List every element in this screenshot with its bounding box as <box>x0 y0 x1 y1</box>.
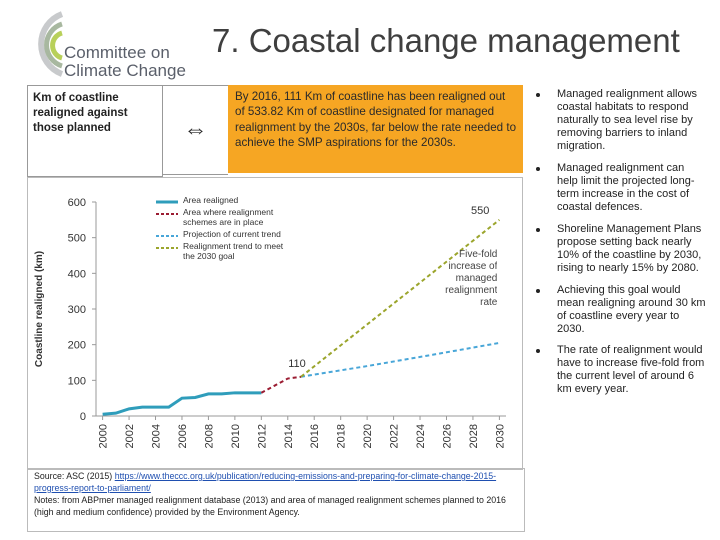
legend-swatch <box>156 200 178 204</box>
y-tick-label: 400 <box>68 268 86 280</box>
y-tick-label: 300 <box>68 304 86 316</box>
bullet-text: Shoreline Management Plans propose setti… <box>557 222 702 274</box>
slide-title: 7. Coastal change management <box>212 22 680 59</box>
bullet-item: Achieving this goal would mean realignin… <box>534 284 706 336</box>
legend-label: Projection of current trend <box>183 229 281 240</box>
bullet-item: Shoreline Management Plans propose setti… <box>534 223 706 275</box>
bullet-list: Managed realignment allows coastal habit… <box>534 88 706 405</box>
logo-line: Climate Change <box>64 61 186 80</box>
series-line <box>260 375 302 394</box>
x-tick-label: 2008 <box>203 424 215 448</box>
x-tick-label: 2010 <box>230 424 242 448</box>
bullet-item: The rate of realignment would have to in… <box>534 344 706 396</box>
bullet-item: Managed realignment can help limit the p… <box>534 162 706 214</box>
legend-label: Area realigned <box>183 195 239 205</box>
x-tick-label: 2002 <box>124 424 136 448</box>
y-tick-label: 0 <box>80 411 86 423</box>
logo-mark <box>38 11 64 77</box>
y-tick-label: 600 <box>68 197 86 209</box>
x-tick-label: 2016 <box>309 424 321 448</box>
indicator-symbol: ⇔ <box>163 85 228 175</box>
x-tick-label: 2026 <box>441 424 453 448</box>
chart-container: 0 100 200 300 400 500 600 2000 2002 2004 2006 2008 2… <box>27 177 523 470</box>
legend-entry: Projection of current trend <box>156 229 296 240</box>
source-notes: Notes: from ABPmer managed realignment d… <box>34 494 506 517</box>
x-tick-label: 2014 <box>283 424 295 448</box>
x-tick-label: 2004 <box>151 424 163 448</box>
source-box: Source: ASC (2015) https://www.theccc.or… <box>27 468 525 532</box>
legend-swatch <box>156 247 178 250</box>
legend-entry: Realignment trend to meet the 2030 goal <box>156 242 296 261</box>
source-label: Source: ASC (2015) <box>34 471 113 481</box>
series-line <box>102 391 262 416</box>
y-tick-label: 100 <box>68 375 86 387</box>
bullet-dot <box>536 349 540 354</box>
annotation: 550 <box>471 205 489 217</box>
legend-entry: Area realigned <box>156 195 296 205</box>
bullet-dot <box>536 227 540 232</box>
legend: Area realigned Area where realignment sch… <box>156 195 296 264</box>
bullet-text: Managed realignment allows coastal habit… <box>557 88 698 152</box>
x-tick-label: 2022 <box>389 424 401 448</box>
legend-entry: Area where realignment schemes are in pl… <box>156 208 296 227</box>
x-tick-label: 2024 <box>415 424 427 448</box>
x-tick-label: 2006 <box>177 424 189 448</box>
y-tick-label: 200 <box>68 340 86 352</box>
x-tick-label: 2030 <box>494 424 506 448</box>
bullet-dot <box>536 288 540 293</box>
y-tick-label: 500 <box>68 233 86 245</box>
indicator-label: Km of coastline realigned against those … <box>27 85 163 177</box>
logo-text: Committee on Climate Change <box>64 44 186 80</box>
bullet-item: Managed realignment allows coastal habit… <box>534 88 706 153</box>
annotation: Five-fold increase of managed realignmen… <box>445 249 498 309</box>
x-tick-label: 2018 <box>336 424 348 448</box>
legend-swatch <box>156 235 178 238</box>
annotation: 110 <box>288 358 306 370</box>
y-axis-label: Coastline realigned (km) <box>34 251 45 367</box>
source-link[interactable]: https://www.theccc.org.uk/publication/re… <box>34 471 497 493</box>
bullet-text: Managed realignment can help limit the p… <box>557 161 695 213</box>
callout: By 2016, 111 Km of coastline has been re… <box>228 85 523 173</box>
chart: 0 100 200 300 400 500 600 2000 2002 2004 2006 2008 2… <box>34 197 506 448</box>
x-tick-label: 2012 <box>256 424 268 448</box>
logo-line: Committee on <box>64 43 170 62</box>
annotation-box: Five-fold increase of managed realignmen… <box>445 249 498 309</box>
bullet-dot <box>536 166 540 171</box>
bullet-text: The rate of realignment would have to in… <box>557 344 705 396</box>
x-tick-label: 2028 <box>468 424 480 448</box>
series-line <box>300 341 500 378</box>
x-tick-label: 2000 <box>98 424 110 448</box>
legend-label: Realignment trend to meet the 2030 goal <box>183 241 284 261</box>
x-tick-label: 2020 <box>362 424 374 448</box>
legend-swatch <box>156 213 178 216</box>
legend-label: Area where realignment schemes are in pl… <box>183 207 274 227</box>
bullet-text: Achieving this goal would mean realignin… <box>557 283 706 335</box>
series-line <box>300 219 501 378</box>
bullet-dot <box>536 93 540 97</box>
